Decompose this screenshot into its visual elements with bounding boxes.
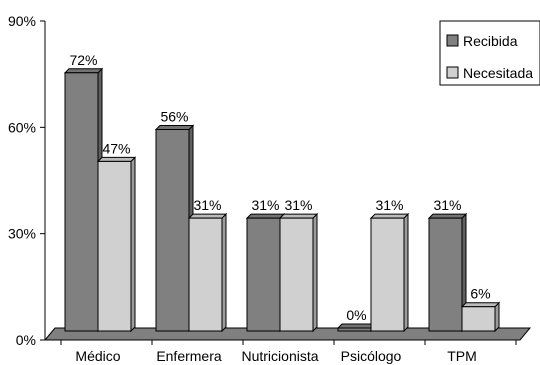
x-tick-label: Enfermera — [156, 348, 222, 364]
y-tick-label: 90% — [8, 13, 36, 29]
bar-top-face — [278, 213, 319, 219]
legend-swatch — [446, 66, 459, 79]
y-tick-label: 30% — [8, 226, 36, 242]
data-label: 31% — [375, 197, 403, 213]
bar — [188, 217, 223, 332]
legend-label: Necesitada — [463, 65, 533, 81]
bar-top-face — [154, 125, 195, 131]
data-label: 31% — [193, 197, 221, 213]
bar-top-face — [460, 302, 501, 308]
x-tick-label: Médico — [75, 348, 120, 364]
bar — [97, 160, 132, 332]
data-label: 47% — [102, 140, 130, 156]
bar-top-face — [427, 213, 468, 219]
data-label: 31% — [251, 197, 279, 213]
bar — [428, 217, 463, 332]
legend-swatch — [446, 34, 459, 47]
bar-top-face — [336, 323, 377, 329]
data-label: 31% — [433, 197, 461, 213]
bar-side-face — [494, 301, 500, 333]
data-label: 56% — [160, 109, 188, 125]
x-tick-label: TPM — [447, 348, 477, 364]
data-label: 0% — [346, 307, 366, 323]
bar-side-face — [130, 156, 136, 333]
y-tick-label: 60% — [8, 119, 36, 135]
bar-top-face — [63, 68, 104, 74]
bar — [279, 217, 314, 332]
bar — [155, 129, 190, 332]
data-label: 6% — [470, 286, 490, 302]
bar — [461, 306, 496, 332]
bar-top-face — [369, 213, 410, 219]
data-label: 72% — [69, 52, 97, 68]
x-tick-label: Nutricionista — [241, 348, 318, 364]
bar-side-face — [312, 212, 318, 333]
bar-top-face — [245, 213, 286, 219]
bar — [246, 217, 281, 332]
bar — [370, 217, 405, 332]
y-tick-label: 0% — [16, 332, 36, 348]
bar-side-face — [221, 212, 227, 333]
bar-top-face — [96, 156, 137, 162]
bar — [64, 72, 99, 332]
data-label: 31% — [284, 197, 312, 213]
legend-label: Recibida — [463, 33, 518, 49]
bar-side-face — [403, 212, 409, 333]
bar-top-face — [187, 213, 228, 219]
x-tick-label: Psicólogo — [341, 348, 402, 364]
bar — [337, 327, 372, 332]
